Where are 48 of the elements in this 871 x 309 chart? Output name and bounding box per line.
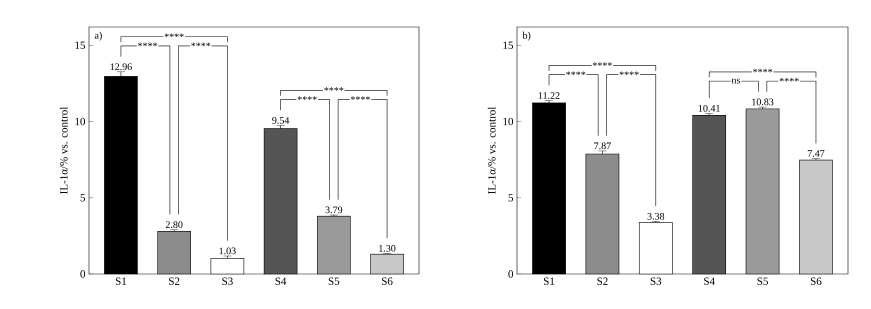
- annotation: ****: [350, 96, 370, 100]
- y-tick-label: 0: [508, 270, 514, 278]
- y-tick-label: 10: [75, 118, 86, 126]
- y-tick-label: 5: [508, 194, 514, 202]
- y-tick-label: 15: [75, 42, 86, 49]
- y-axis-title: IL-1α/% vs. control: [488, 106, 496, 194]
- x-tick-label: S5: [758, 278, 768, 285]
- annotation: ****: [592, 62, 612, 66]
- x-tick-label: S6: [810, 278, 822, 285]
- annotation: ****: [138, 42, 158, 46]
- x-tick-label: S1: [544, 278, 554, 285]
- annotation: ****: [780, 78, 799, 82]
- x-tick-label: S2: [169, 278, 180, 285]
- x-tick-label: S3: [222, 278, 233, 285]
- x-tick-label: S2: [597, 278, 608, 285]
- data-label: 7.47: [808, 150, 824, 157]
- y-axis-title: IL-1α/% vs. control: [60, 106, 68, 194]
- chart-title: b): [522, 32, 530, 41]
- annotation: ****: [191, 42, 210, 46]
- data-label: 3.79: [326, 206, 342, 214]
- y-tick-label: 15: [503, 42, 514, 49]
- data-label: 10.83: [752, 98, 774, 106]
- data-label: 11.22: [538, 92, 560, 99]
- annotation: ****: [620, 71, 639, 76]
- x-tick-label: S4: [276, 278, 286, 285]
- annotation: ****: [753, 68, 772, 72]
- y-tick-label: 5: [80, 194, 86, 202]
- x-tick-label: S3: [650, 278, 662, 285]
- x-tick-label: S4: [704, 278, 715, 285]
- annotation: ****: [298, 96, 317, 100]
- annotation: ns: [732, 78, 740, 84]
- y-tick-label: 0: [80, 270, 86, 278]
- data-label: 9.54: [272, 117, 290, 124]
- data-label: 1.03: [220, 248, 236, 254]
- annotation: ****: [164, 33, 184, 38]
- data-label: 3.38: [648, 212, 664, 220]
- annotation: ****: [566, 71, 586, 76]
- x-tick-label: S1: [116, 278, 126, 285]
- x-tick-label: S5: [328, 278, 340, 285]
- y-tick-label: 10: [503, 118, 514, 126]
- data-label: 10.41: [698, 104, 720, 112]
- annotation: ****: [324, 87, 344, 91]
- data-label: 1.30: [379, 244, 396, 252]
- data-label: 12.96: [110, 63, 132, 70]
- x-tick-label: S6: [382, 278, 393, 285]
- data-label: 7.87: [594, 142, 611, 150]
- chart-title: a): [94, 32, 102, 41]
- data-label: 2.80: [166, 221, 183, 228]
